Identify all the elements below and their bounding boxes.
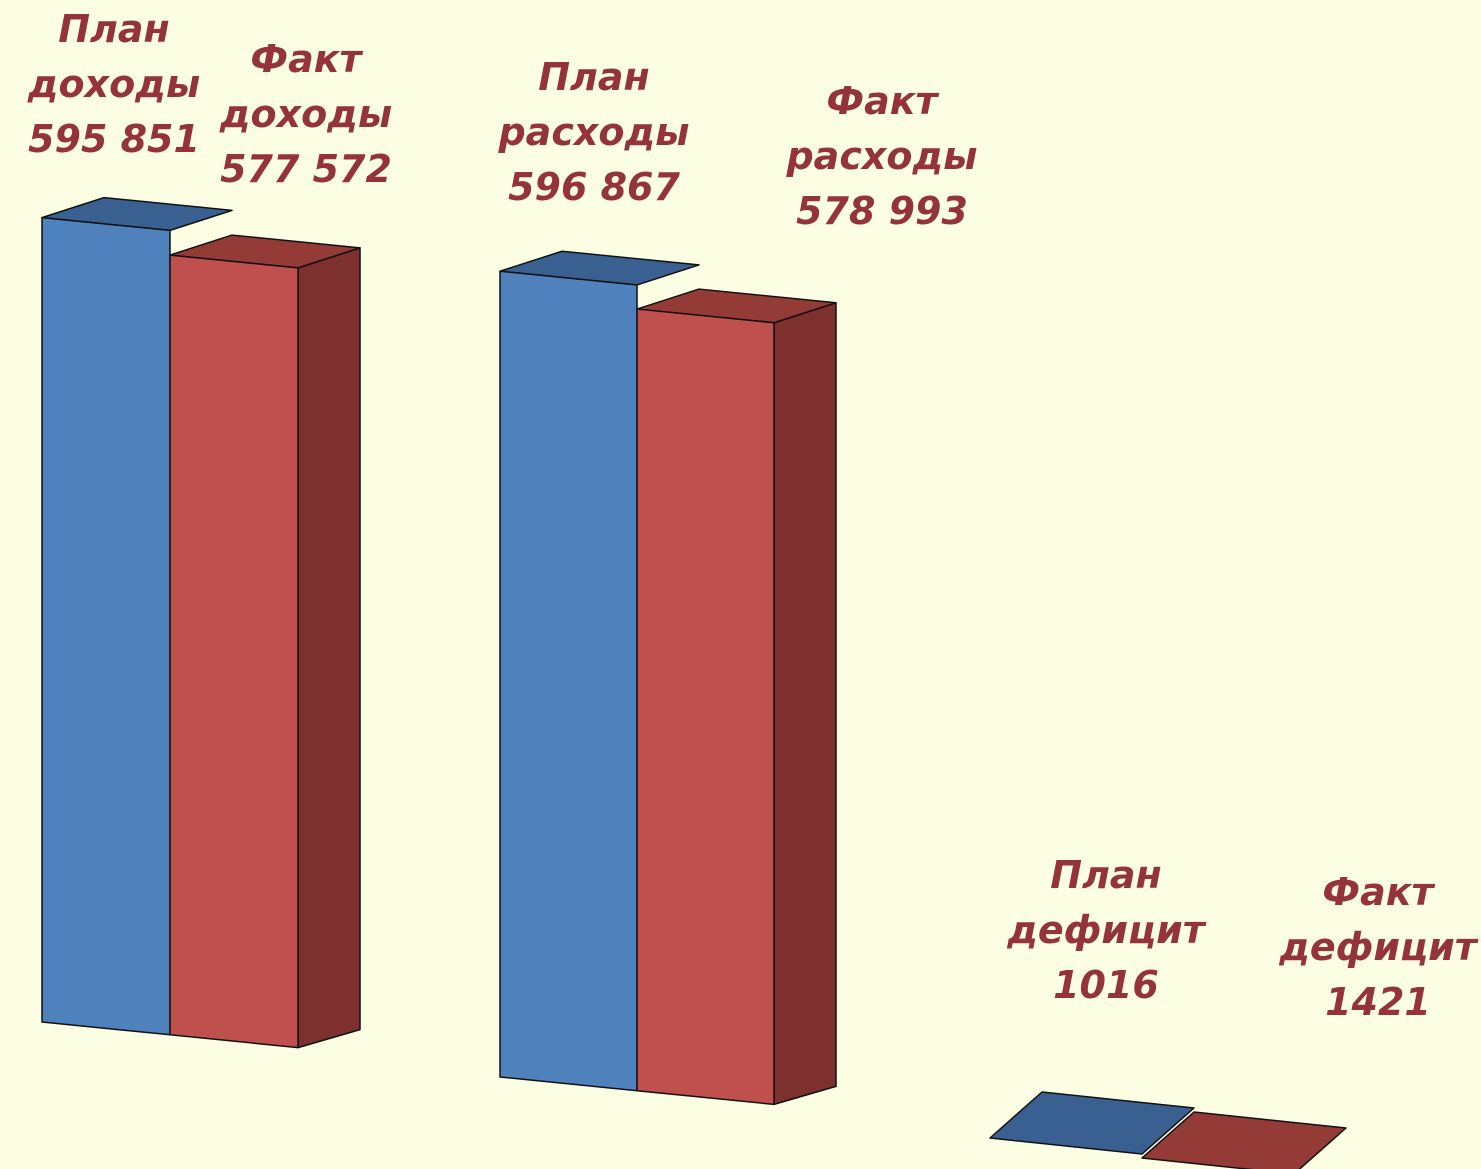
data-label-line: Факт <box>1322 870 1435 914</box>
data-label-line: дефицит <box>1006 908 1207 952</box>
data-label-line: 596 867 <box>508 165 680 209</box>
bar-расходы-Факт-front <box>636 308 775 1106</box>
bar-дефицит-План-flat <box>989 1091 1195 1155</box>
bar-доходы-Факт-front <box>169 254 299 1049</box>
data-label-line: 595 851 <box>28 117 200 161</box>
data-label-line: План <box>538 55 650 99</box>
data-label-plan-income: План доходы 595 851 <box>27 7 200 161</box>
data-label-line: дефицит <box>1278 925 1479 969</box>
data-label-plan-expense: План расходы 596 867 <box>497 55 689 209</box>
data-label-line: 578 993 <box>796 189 968 233</box>
data-label-line: 1421 <box>1325 980 1431 1024</box>
bar-доходы-Факт-side <box>297 247 361 1049</box>
data-label-line: 1016 <box>1053 963 1159 1007</box>
bar-расходы-Факт-side <box>773 302 837 1106</box>
data-label-plan-deficit: План дефицит 1016 <box>1006 853 1207 1007</box>
bar-расходы-План-front <box>499 270 638 1092</box>
bar-доходы-План-front <box>41 216 171 1036</box>
data-label-line: расходы <box>497 110 689 154</box>
data-label-fact-deficit: Факт дефицит 1421 <box>1278 870 1479 1024</box>
data-label-fact-income: Факт доходы 577 572 <box>219 37 392 191</box>
data-label-line: Факт <box>250 37 363 81</box>
data-label-line: расходы <box>785 134 977 178</box>
bars-group <box>41 196 1347 1169</box>
data-label-line: План <box>1050 853 1162 897</box>
data-label-line: План <box>58 7 170 51</box>
data-label-line: 577 572 <box>220 147 392 191</box>
data-label-fact-expense: Факт расходы 578 993 <box>785 79 977 233</box>
data-labels-group: План доходы 595 851 Факт доходы 577 572 План ра… <box>27 7 1479 1024</box>
data-label-line: Факт <box>826 79 939 123</box>
data-label-line: доходы <box>27 62 200 106</box>
data-label-line: доходы <box>219 92 392 136</box>
